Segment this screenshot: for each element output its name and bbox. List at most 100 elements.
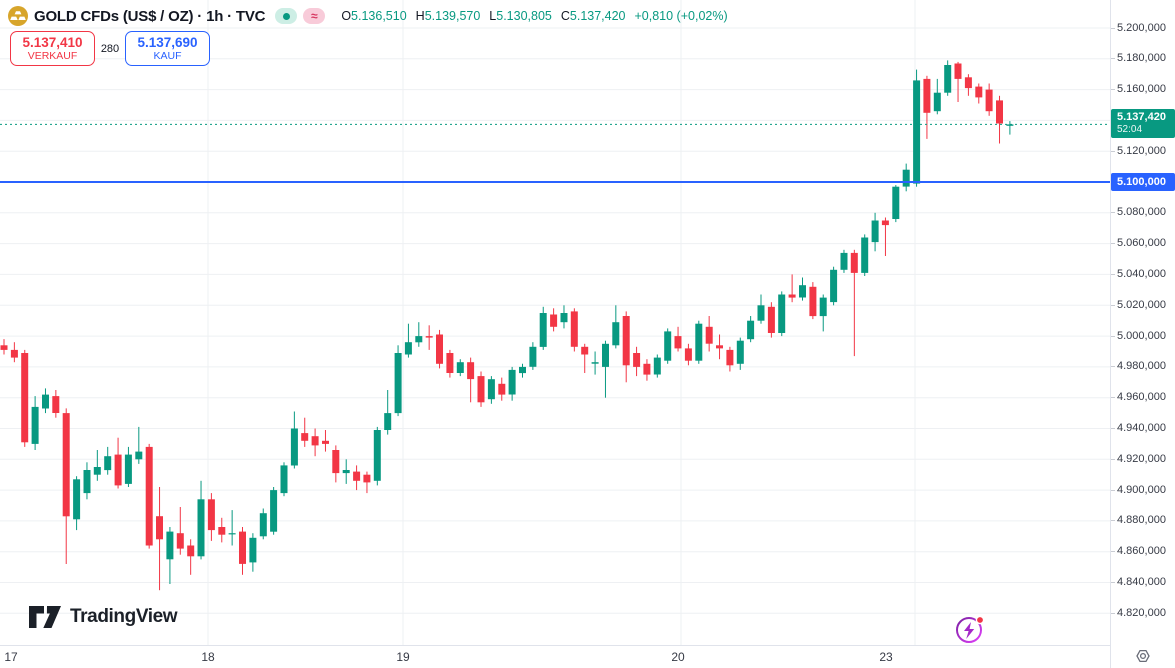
- candle[interactable]: [228, 510, 236, 546]
- candle[interactable]: [415, 322, 423, 347]
- candle[interactable]: [187, 539, 195, 575]
- candle[interactable]: [249, 533, 257, 572]
- candle[interactable]: [684, 343, 692, 366]
- candle[interactable]: [290, 411, 298, 469]
- candle[interactable]: [1006, 121, 1014, 135]
- axis-settings-gear-icon[interactable]: [1133, 646, 1153, 666]
- candle[interactable]: [322, 430, 329, 452]
- candle[interactable]: [353, 465, 361, 491]
- candle[interactable]: [62, 408, 70, 564]
- candle[interactable]: [830, 266, 838, 306]
- candle[interactable]: [10, 342, 18, 363]
- candle[interactable]: [363, 471, 371, 494]
- candle[interactable]: [757, 294, 765, 324]
- candle[interactable]: [42, 388, 49, 414]
- candle[interactable]: [902, 163, 910, 192]
- candle[interactable]: [726, 346, 734, 372]
- candle[interactable]: [436, 329, 443, 369]
- candle[interactable]: [653, 354, 661, 378]
- candle[interactable]: [156, 487, 163, 591]
- candle[interactable]: [508, 366, 516, 401]
- candle[interactable]: [529, 342, 537, 370]
- candle[interactable]: [135, 426, 143, 464]
- candle[interactable]: [425, 325, 433, 350]
- candle[interactable]: [913, 69, 921, 187]
- candle[interactable]: [0, 339, 8, 355]
- candle[interactable]: [550, 308, 558, 332]
- candle[interactable]: [809, 282, 817, 320]
- candle[interactable]: [674, 326, 682, 352]
- candle[interactable]: [467, 357, 475, 403]
- candle[interactable]: [342, 459, 350, 484]
- candle[interactable]: [166, 527, 174, 584]
- candle[interactable]: [602, 340, 609, 398]
- candle[interactable]: [373, 426, 381, 486]
- buy-button[interactable]: 5.137,690 KAUF: [125, 31, 210, 66]
- candle[interactable]: [591, 351, 599, 375]
- candle[interactable]: [73, 476, 81, 531]
- candle[interactable]: [985, 83, 993, 116]
- candle[interactable]: [954, 61, 962, 102]
- sell-button[interactable]: 5.137,410 VERKAUF: [10, 31, 95, 66]
- candle[interactable]: [788, 274, 796, 303]
- candle[interactable]: [104, 446, 112, 475]
- candle[interactable]: [31, 396, 39, 450]
- candle[interactable]: [778, 291, 786, 337]
- candle[interactable]: [633, 346, 641, 377]
- candle[interactable]: [176, 507, 184, 555]
- candle[interactable]: [519, 363, 526, 378]
- candle[interactable]: [747, 316, 755, 343]
- time-axis[interactable]: 17 18 19 20 23: [0, 646, 1110, 668]
- candle[interactable]: [736, 337, 744, 370]
- candle[interactable]: [840, 249, 848, 273]
- candle[interactable]: [270, 487, 278, 535]
- candle[interactable]: [207, 493, 215, 541]
- candle[interactable]: [311, 428, 319, 457]
- candle[interactable]: [799, 277, 806, 301]
- candle[interactable]: [767, 302, 775, 338]
- candle[interactable]: [819, 294, 827, 332]
- candle[interactable]: [21, 349, 29, 447]
- candle[interactable]: [871, 212, 879, 252]
- candle[interactable]: [114, 437, 122, 489]
- candle[interactable]: [259, 508, 267, 540]
- candle[interactable]: [477, 371, 485, 407]
- candle[interactable]: [705, 316, 713, 352]
- candle[interactable]: [384, 390, 392, 435]
- candle[interactable]: [622, 311, 630, 383]
- tradingview-logo[interactable]: TradingView: [28, 605, 178, 629]
- candle[interactable]: [850, 249, 858, 357]
- candle[interactable]: [964, 74, 972, 96]
- candle[interactable]: [643, 359, 651, 381]
- candle[interactable]: [612, 305, 620, 349]
- candle[interactable]: [861, 234, 869, 276]
- candle[interactable]: [716, 334, 723, 360]
- candle[interactable]: [301, 417, 309, 447]
- candle[interactable]: [996, 95, 1003, 144]
- candle[interactable]: [332, 445, 340, 483]
- candle[interactable]: [280, 462, 288, 497]
- delayed-data-icon[interactable]: ≈: [303, 8, 326, 24]
- instant-trading-lightning-icon[interactable]: [953, 612, 987, 646]
- market-status-icon[interactable]: [275, 8, 298, 24]
- candle[interactable]: [83, 462, 91, 500]
- candle[interactable]: [892, 185, 900, 223]
- candle[interactable]: [239, 527, 246, 575]
- candle[interactable]: [944, 60, 952, 96]
- candle[interactable]: [394, 345, 402, 417]
- candle[interactable]: [498, 377, 506, 401]
- candle[interactable]: [933, 78, 941, 115]
- candle[interactable]: [197, 480, 205, 560]
- candle[interactable]: [145, 443, 153, 549]
- candle[interactable]: [539, 306, 547, 350]
- candle[interactable]: [975, 83, 983, 104]
- candle[interactable]: [124, 446, 132, 487]
- candle[interactable]: [404, 323, 412, 358]
- candlestick-chart[interactable]: [0, 0, 1110, 645]
- candle[interactable]: [881, 217, 889, 257]
- candle[interactable]: [456, 359, 464, 377]
- symbol-title[interactable]: GOLD CFDs (US$ / OZ) · 1h · TVC: [34, 7, 266, 25]
- candle[interactable]: [446, 349, 454, 378]
- candle[interactable]: [695, 320, 703, 364]
- candle[interactable]: [218, 517, 226, 543]
